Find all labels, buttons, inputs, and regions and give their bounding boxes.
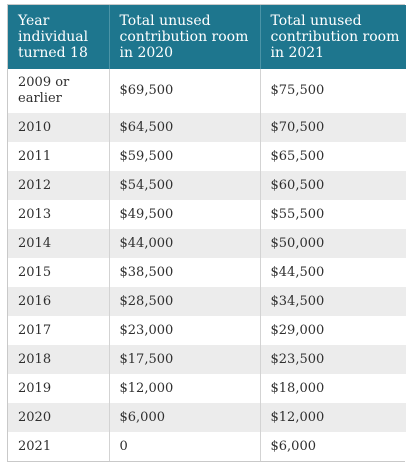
- room-2021-cell: $70,500: [259, 113, 406, 142]
- room-2020-cell: $23,000: [108, 316, 260, 345]
- room-2020-cell: $49,500: [108, 200, 260, 229]
- room-2021-cell: $18,000: [259, 374, 406, 403]
- year-cell: 2021: [8, 432, 109, 461]
- table-row: 2016 $28,500 $34,500: [8, 287, 406, 316]
- header-year-turned-18: Year individual turned 18: [8, 5, 109, 69]
- room-2020-cell: $6,000: [108, 403, 260, 432]
- year-cell: 2015: [8, 258, 109, 287]
- contribution-room-table: Year individual turned 18 Total unused c…: [8, 5, 406, 461]
- room-2021-cell: $34,500: [259, 287, 406, 316]
- year-cell: 2019: [8, 374, 109, 403]
- year-cell: 2009 or earlier: [8, 69, 109, 113]
- table-row: 2019 $12,000 $18,000: [8, 374, 406, 403]
- room-2020-cell: $17,500: [108, 345, 260, 374]
- table-row: 2018 $17,500 $23,500: [8, 345, 406, 374]
- table-header: Year individual turned 18 Total unused c…: [8, 5, 406, 69]
- room-2021-cell: $6,000: [259, 432, 406, 461]
- header-unused-room-2020: Total unused contribution room in 2020: [108, 5, 260, 69]
- room-2021-cell: $50,000: [259, 229, 406, 258]
- table-row: 2012 $54,500 $60,500: [8, 171, 406, 200]
- room-2020-cell: $38,500: [108, 258, 260, 287]
- year-cell: 2016: [8, 287, 109, 316]
- year-cell: 2017: [8, 316, 109, 345]
- table-row: 2021 0 $6,000: [8, 432, 406, 461]
- table-row: 2017 $23,000 $29,000: [8, 316, 406, 345]
- table-body: 2009 or earlier $69,500 $75,500 2010 $64…: [8, 69, 406, 461]
- room-2021-cell: $12,000: [259, 403, 406, 432]
- room-2021-cell: $60,500: [259, 171, 406, 200]
- room-2021-cell: $44,500: [259, 258, 406, 287]
- year-cell: 2018: [8, 345, 109, 374]
- table-row: 2014 $44,000 $50,000: [8, 229, 406, 258]
- header-unused-room-2021: Total unused contribution room in 2021: [259, 5, 406, 69]
- table-row: 2010 $64,500 $70,500: [8, 113, 406, 142]
- year-cell: 2011: [8, 142, 109, 171]
- room-2020-cell: $44,000: [108, 229, 260, 258]
- contribution-room-table-frame: Year individual turned 18 Total unused c…: [7, 4, 406, 462]
- room-2020-cell: $69,500: [108, 69, 260, 113]
- room-2021-cell: $29,000: [259, 316, 406, 345]
- table-row: 2013 $49,500 $55,500: [8, 200, 406, 229]
- year-cell: 2014: [8, 229, 109, 258]
- room-2020-cell: $59,500: [108, 142, 260, 171]
- room-2020-cell: $28,500: [108, 287, 260, 316]
- room-2020-cell: $12,000: [108, 374, 260, 403]
- table-row: 2009 or earlier $69,500 $75,500: [8, 69, 406, 113]
- year-cell: 2012: [8, 171, 109, 200]
- room-2020-cell: $64,500: [108, 113, 260, 142]
- room-2021-cell: $23,500: [259, 345, 406, 374]
- year-cell: 2010: [8, 113, 109, 142]
- table-row: 2020 $6,000 $12,000: [8, 403, 406, 432]
- room-2021-cell: $55,500: [259, 200, 406, 229]
- room-2021-cell: $75,500: [259, 69, 406, 113]
- room-2020-cell: 0: [108, 432, 260, 461]
- year-cell: 2020: [8, 403, 109, 432]
- table-row: 2015 $38,500 $44,500: [8, 258, 406, 287]
- year-cell: 2013: [8, 200, 109, 229]
- header-row: Year individual turned 18 Total unused c…: [8, 5, 406, 69]
- room-2020-cell: $54,500: [108, 171, 260, 200]
- table-row: 2011 $59,500 $65,500: [8, 142, 406, 171]
- room-2021-cell: $65,500: [259, 142, 406, 171]
